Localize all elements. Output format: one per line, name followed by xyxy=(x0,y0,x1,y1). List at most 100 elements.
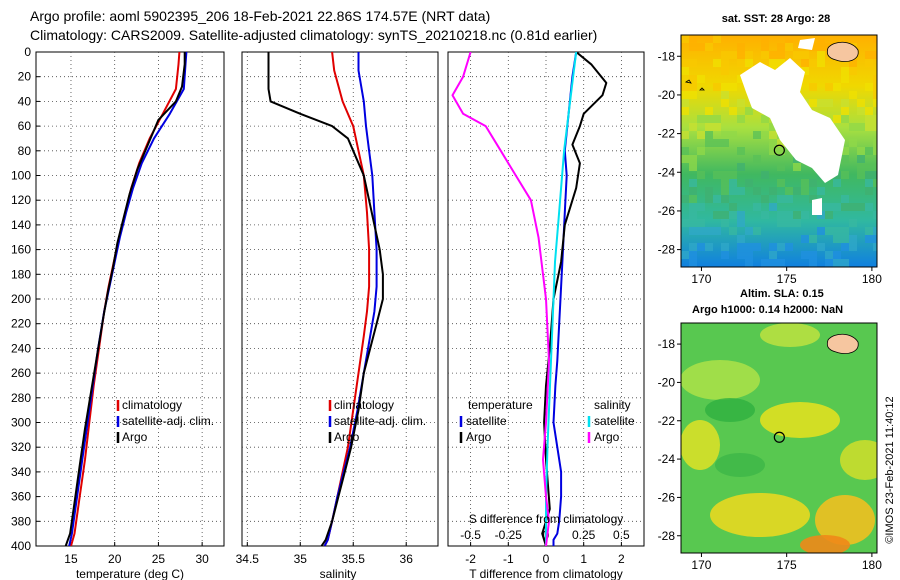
sst-pixel xyxy=(777,211,785,219)
map-y-tick-label: -28 xyxy=(658,529,676,543)
sst-pixel xyxy=(873,123,877,131)
sst-pixel xyxy=(721,195,729,203)
sst-pixel xyxy=(833,115,841,123)
sst-pixel xyxy=(777,139,785,147)
sst-pixel xyxy=(681,131,689,139)
sst-pixel xyxy=(865,147,873,155)
sst-pixel xyxy=(809,99,817,107)
series-line-salinity-satellite xyxy=(545,52,578,546)
x-tick-label: 34.5 xyxy=(236,552,260,566)
y-tick-label: 380 xyxy=(11,514,31,528)
sst-pixel xyxy=(809,59,817,67)
sst-pixel xyxy=(777,259,785,267)
sst-pixel xyxy=(753,203,761,211)
sst-pixel xyxy=(689,43,697,51)
salinity-lines xyxy=(267,52,384,546)
legend-t-argo: Argo xyxy=(466,430,492,444)
sst-pixel xyxy=(737,251,745,259)
sst-pixel xyxy=(849,139,857,147)
y-tick-label: 120 xyxy=(11,193,31,207)
map-y-tick-label: -24 xyxy=(658,165,676,179)
sst-pixel xyxy=(697,171,705,179)
sst-pixel xyxy=(721,91,729,99)
sst-pixel xyxy=(793,219,801,227)
sst-pixel xyxy=(681,83,689,91)
sst-pixel xyxy=(721,171,729,179)
x-tick-label: 35.5 xyxy=(342,552,366,566)
y-tick-label: 140 xyxy=(11,218,31,232)
sst-pixel xyxy=(769,139,777,147)
sst-pixel xyxy=(801,179,809,187)
sst-pixel xyxy=(753,227,761,235)
sst-pixel xyxy=(721,139,729,147)
sst-pixel xyxy=(769,147,777,155)
sst-pixel xyxy=(729,179,737,187)
sst-map-title: sat. SST: 28 Argo: 28 xyxy=(722,13,830,25)
sst-pixel xyxy=(769,243,777,251)
sst-pixel xyxy=(769,131,777,139)
difference-grid xyxy=(448,52,644,546)
sst-pixel xyxy=(745,59,753,67)
sst-pixel xyxy=(753,243,761,251)
salinity-legend: climatology satellite-adj. clim. Argo xyxy=(328,398,426,444)
sst-pixel xyxy=(689,123,697,131)
altimetry-map-frame xyxy=(680,322,878,554)
sst-pixel xyxy=(801,59,809,67)
sst-pixel xyxy=(825,211,833,219)
map-x-tick-label: 180 xyxy=(862,558,882,572)
legend-title-salinity: salinity xyxy=(594,398,631,412)
sst-pixel xyxy=(865,163,873,171)
sst-pixel xyxy=(865,107,873,115)
sst-pixel xyxy=(769,203,777,211)
sst-pixel xyxy=(873,99,877,107)
sst-pixel xyxy=(841,115,849,123)
sst-pixel xyxy=(689,179,697,187)
salinity-axes xyxy=(241,51,439,547)
cloud-mask xyxy=(812,198,822,215)
y-tick-label: 20 xyxy=(18,70,32,84)
sst-pixel xyxy=(857,99,865,107)
sst-pixel xyxy=(729,51,737,59)
sst-pixel xyxy=(793,51,801,59)
salinity-xlabel: salinity xyxy=(320,567,357,580)
sst-pixel xyxy=(729,187,737,195)
temperature-lines xyxy=(64,52,188,546)
t-difference-xlabel: T difference from climatology xyxy=(469,567,623,580)
sst-pixel xyxy=(865,187,873,195)
sst-pixel xyxy=(745,179,753,187)
sst-pixel xyxy=(825,251,833,259)
legend-s-satellite: satellite xyxy=(594,414,635,428)
sst-pixel xyxy=(745,259,753,267)
sst-pixel xyxy=(849,235,857,243)
sst-pixel xyxy=(721,179,729,187)
sst-pixel xyxy=(841,259,849,267)
sst-pixel xyxy=(689,75,697,83)
sst-pixel xyxy=(737,115,745,123)
y-tick-label: 40 xyxy=(18,94,32,108)
series-line-temperature-argo xyxy=(541,52,608,546)
sst-pixel xyxy=(865,171,873,179)
sst-pixel xyxy=(801,235,809,243)
x-tick-label: 20 xyxy=(108,552,122,566)
sst-pixel xyxy=(801,211,809,219)
sst-pixel xyxy=(729,227,737,235)
temperature-grid xyxy=(36,52,224,546)
sst-pixel xyxy=(809,83,817,91)
sst-pixel xyxy=(721,187,729,195)
altimetry-title: Altim. SLA: 0.15 xyxy=(740,288,824,300)
sst-pixel xyxy=(689,203,697,211)
sst-pixel xyxy=(857,203,865,211)
sst-pixel xyxy=(705,187,713,195)
sst-pixel xyxy=(761,35,769,43)
sst-pixel xyxy=(777,163,785,171)
sst-pixel xyxy=(857,155,865,163)
sst-pixel xyxy=(873,115,877,123)
depth-ticks: 0 20 40 60 80 100 120 140 160 180 200 220 240 260 280 3… xyxy=(11,45,40,553)
map-x-tick-label: 175 xyxy=(777,558,797,572)
sst-pixel xyxy=(689,187,697,195)
sst-pixel xyxy=(841,227,849,235)
map-x-tick-label: 180 xyxy=(862,272,882,286)
temperature-legend: climatology satellite-adj. clim. Argo xyxy=(116,398,214,444)
sst-pixel xyxy=(689,243,697,251)
sst-pixel xyxy=(737,163,745,171)
